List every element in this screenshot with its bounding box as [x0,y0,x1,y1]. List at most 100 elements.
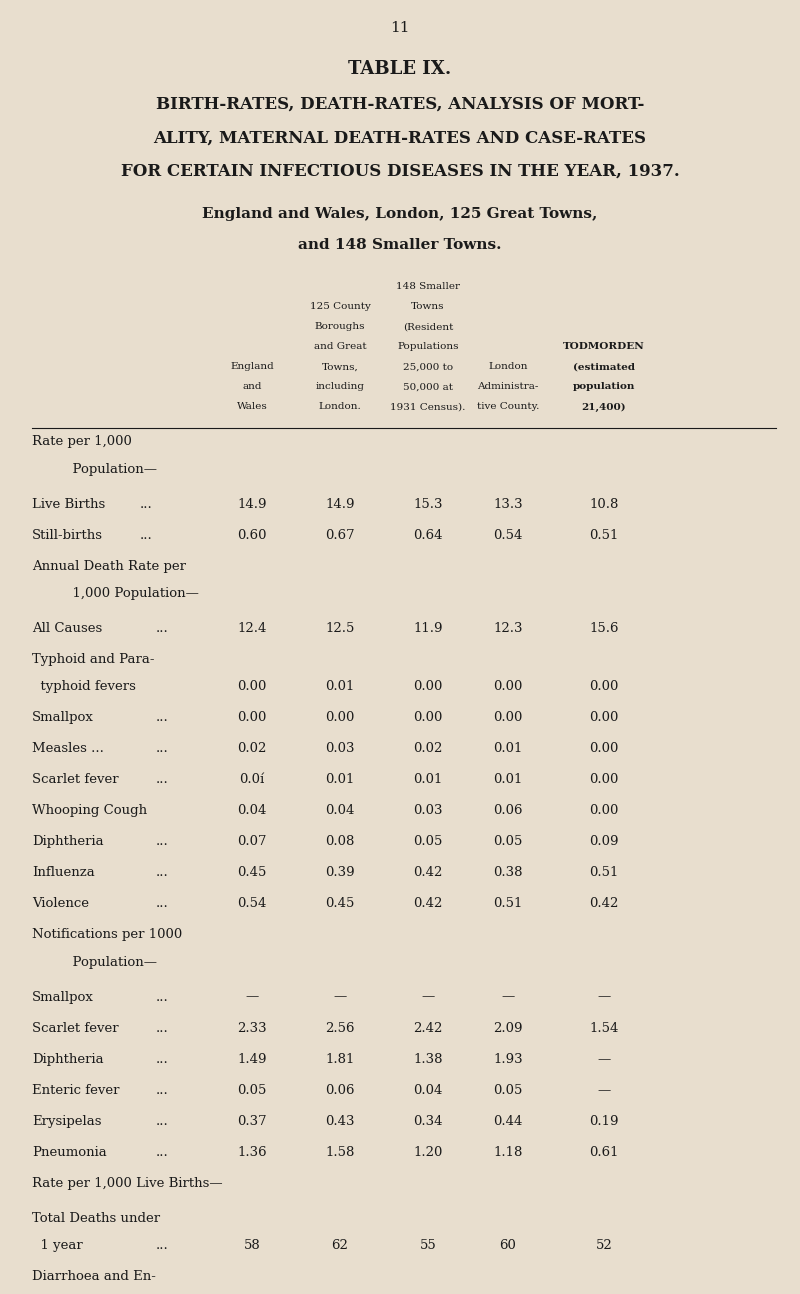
Text: 1.54: 1.54 [590,1022,618,1035]
Text: —: — [598,991,610,1004]
Text: 15.3: 15.3 [414,498,442,511]
Text: Scarlet fever: Scarlet fever [32,1022,118,1035]
Text: 15.6: 15.6 [590,622,618,635]
Text: 0.01: 0.01 [326,774,354,787]
Text: All Causes: All Causes [32,622,102,635]
Text: 14.9: 14.9 [238,498,266,511]
Text: 1.49: 1.49 [238,1053,266,1066]
Text: 2.42: 2.42 [414,1022,442,1035]
Text: 0.0í: 0.0í [239,774,265,787]
Text: 21,400): 21,400) [582,402,626,411]
Text: 12.3: 12.3 [494,622,522,635]
Text: Enteric fever: Enteric fever [32,1084,119,1097]
Text: BIRTH-RATES, DEATH-RATES, ANALYSIS OF MORT-: BIRTH-RATES, DEATH-RATES, ANALYSIS OF MO… [156,96,644,113]
Text: (Resident: (Resident [403,322,453,331]
Text: London.: London. [318,402,362,411]
Text: ...: ... [156,867,169,880]
Text: 0.37: 0.37 [237,1115,267,1128]
Text: Towns: Towns [411,303,445,311]
Text: Annual Death Rate per: Annual Death Rate per [32,560,186,573]
Text: TABLE IX.: TABLE IX. [348,60,452,78]
Text: 25,000 to: 25,000 to [403,362,453,371]
Text: 0.42: 0.42 [414,898,442,911]
Text: 0.05: 0.05 [494,836,522,849]
Text: 0.02: 0.02 [238,743,266,756]
Text: 14.9: 14.9 [326,498,354,511]
Text: England and Wales, London, 125 Great Towns,: England and Wales, London, 125 Great Tow… [202,207,598,221]
Text: 0.39: 0.39 [325,867,355,880]
Text: London: London [488,362,528,371]
Text: 0.42: 0.42 [590,898,618,911]
Text: ...: ... [156,836,169,849]
Text: —: — [422,991,434,1004]
Text: 1,000 Population—: 1,000 Population— [64,587,199,600]
Text: 0.54: 0.54 [494,529,522,542]
Text: tive County.: tive County. [477,402,539,411]
Text: ...: ... [156,712,169,725]
Text: 0.51: 0.51 [494,898,522,911]
Text: Rate per 1,000 Live Births—: Rate per 1,000 Live Births— [32,1178,222,1190]
Text: 0.67: 0.67 [325,529,355,542]
Text: Smallpox: Smallpox [32,991,94,1004]
Text: —: — [598,1084,610,1097]
Text: 0.19: 0.19 [590,1115,618,1128]
Text: 0.42: 0.42 [414,867,442,880]
Text: and: and [242,383,262,391]
Text: 2.33: 2.33 [237,1022,267,1035]
Text: (estimated: (estimated [573,362,635,371]
Text: 0.05: 0.05 [238,1084,266,1097]
Text: 12.4: 12.4 [238,622,266,635]
Text: 0.04: 0.04 [414,1084,442,1097]
Text: 1.58: 1.58 [326,1146,354,1159]
Text: 148 Smaller: 148 Smaller [396,282,460,291]
Text: 0.01: 0.01 [494,743,522,756]
Text: 11: 11 [390,21,410,35]
Text: 0.00: 0.00 [590,743,618,756]
Text: ...: ... [156,622,169,635]
Text: 0.04: 0.04 [326,805,354,818]
Text: 125 County: 125 County [310,303,370,311]
Text: ...: ... [156,1146,169,1159]
Text: Smallpox: Smallpox [32,712,94,725]
Text: 0.05: 0.05 [414,836,442,849]
Text: 0.60: 0.60 [238,529,266,542]
Text: ...: ... [156,1053,169,1066]
Text: Pneumonia: Pneumonia [32,1146,106,1159]
Text: ...: ... [156,1022,169,1035]
Text: 0.03: 0.03 [414,805,442,818]
Text: 1.38: 1.38 [414,1053,442,1066]
Text: Diphtheria: Diphtheria [32,1053,104,1066]
Text: 0.02: 0.02 [414,743,442,756]
Text: 0.45: 0.45 [326,898,354,911]
Text: 0.00: 0.00 [590,712,618,725]
Text: ...: ... [140,529,153,542]
Text: 0.51: 0.51 [590,529,618,542]
Text: Towns,: Towns, [322,362,358,371]
Text: 0.07: 0.07 [238,836,266,849]
Text: ...: ... [156,1240,169,1253]
Text: 0.05: 0.05 [494,1084,522,1097]
Text: ...: ... [156,743,169,756]
Text: ALITY, MATERNAL DEATH-RATES AND CASE-RATES: ALITY, MATERNAL DEATH-RATES AND CASE-RAT… [154,129,646,146]
Text: typhoid fevers: typhoid fevers [32,681,136,694]
Text: England: England [230,362,274,371]
Text: Scarlet fever: Scarlet fever [32,774,118,787]
Text: and Great: and Great [314,343,366,351]
Text: Live Births: Live Births [32,498,106,511]
Text: Still-births: Still-births [32,529,103,542]
Text: 0.06: 0.06 [494,805,522,818]
Text: 52: 52 [596,1240,612,1253]
Text: 0.54: 0.54 [238,898,266,911]
Text: 11.9: 11.9 [414,622,442,635]
Text: —: — [502,991,514,1004]
Text: 2.09: 2.09 [494,1022,522,1035]
Text: and 148 Smaller Towns.: and 148 Smaller Towns. [298,238,502,252]
Text: TODMORDEN: TODMORDEN [563,343,645,351]
Text: 0.00: 0.00 [590,805,618,818]
Text: 1 year: 1 year [32,1240,82,1253]
Text: 1.36: 1.36 [237,1146,267,1159]
Text: 0.44: 0.44 [494,1115,522,1128]
Text: 55: 55 [420,1240,436,1253]
Text: Population—: Population— [64,463,157,476]
Text: 0.00: 0.00 [414,681,442,694]
